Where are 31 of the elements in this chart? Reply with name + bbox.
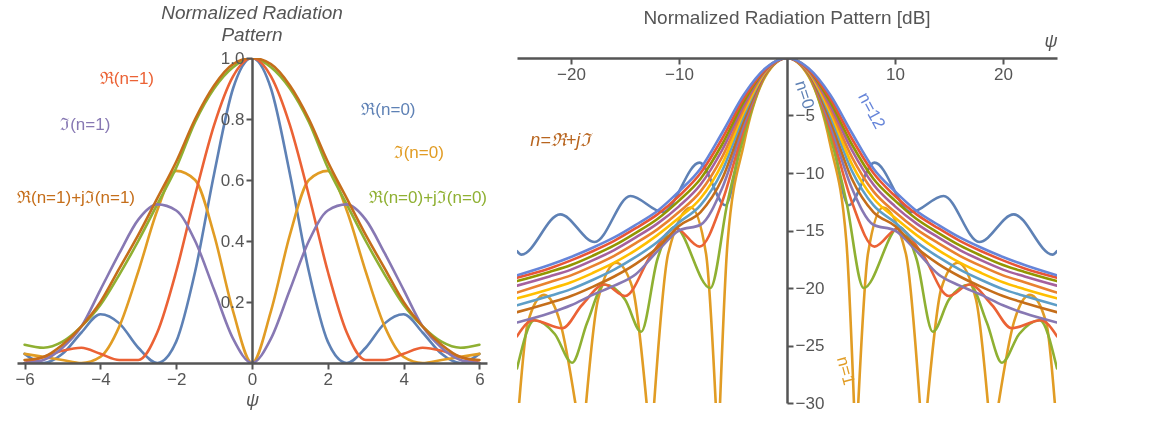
chart-title: Normalized Radiation Pattern xyxy=(161,2,343,45)
y-tick-label: 0.4 xyxy=(220,231,245,251)
y-tick-label: −30 xyxy=(795,393,825,413)
y-tick-label: −15 xyxy=(795,221,825,240)
x-axis-title: ψ xyxy=(1044,30,1058,51)
text: ℑ(n=1) xyxy=(60,115,111,135)
x-tick-label: 20 xyxy=(994,64,1013,84)
annotation: n=ℜ+jℑ xyxy=(530,129,594,150)
y-tick-label: −25 xyxy=(795,336,825,355)
series-label: ℜ(n=0)+jℑ(n=0) xyxy=(368,188,487,208)
chart-title: Normalized Radiation Pattern [dB] xyxy=(643,7,931,28)
x-tick-label: 0 xyxy=(247,369,258,389)
x-tick-label: 10 xyxy=(886,64,905,84)
y-tick-label: 1.0 xyxy=(220,48,245,68)
x-tick-label: −20 xyxy=(557,64,586,84)
x-tick-label: −4 xyxy=(91,369,111,389)
y-tick-label: 0.6 xyxy=(220,170,245,190)
text: ℜ(n=1) xyxy=(99,69,155,89)
series-label: ℜ(n=1)+jℑ(n=1) xyxy=(17,188,136,208)
x-axis-title: ψ xyxy=(245,389,260,410)
x-tick-label: −6 xyxy=(15,369,35,389)
x-tick-label: −2 xyxy=(167,369,187,389)
y-tick-label: −20 xyxy=(795,278,825,298)
y-tick-label: −10 xyxy=(795,163,825,183)
x-tick-label: 4 xyxy=(399,369,409,389)
x-tick-label: 6 xyxy=(475,369,485,389)
text: ℑ(n=0) xyxy=(393,142,444,162)
text: n=12 xyxy=(854,89,890,133)
x-tick-label: −10 xyxy=(665,64,694,84)
text: ℜ(n=0) xyxy=(361,99,416,119)
x-tick-label: 2 xyxy=(323,369,334,389)
